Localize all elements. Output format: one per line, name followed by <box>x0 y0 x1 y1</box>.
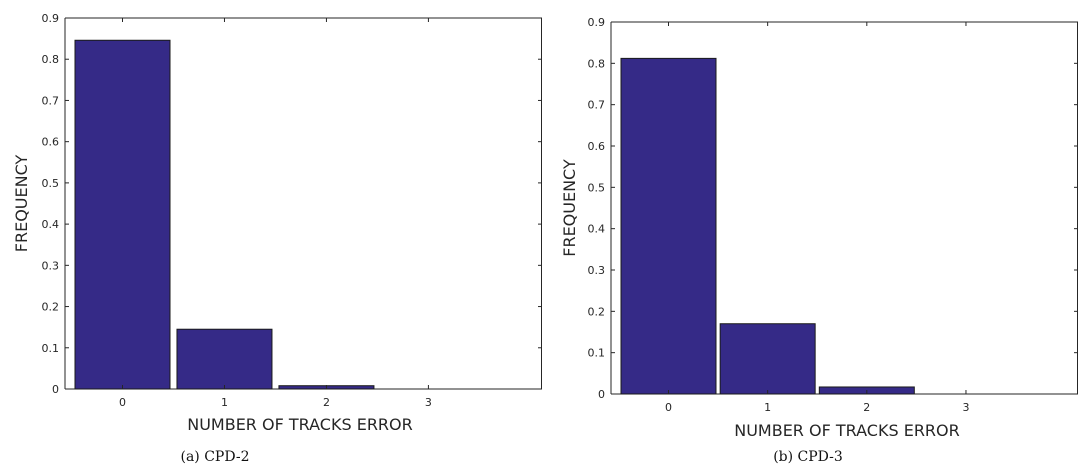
y-tick-label: 0.5 <box>588 181 606 194</box>
subfigure-caption: (a) CPD-2 <box>181 449 250 465</box>
x-tick-label: 1 <box>764 401 771 414</box>
y-tick-label: 0.3 <box>588 264 606 277</box>
y-tick-label: 0.4 <box>588 223 606 236</box>
y-tick-label: 0 <box>52 383 59 396</box>
y-tick-label: 0.2 <box>42 301 60 314</box>
y-tick-label: 0.9 <box>588 16 606 29</box>
y-axis-title: FREQUENCY <box>560 159 579 257</box>
y-tick-label: 0.5 <box>42 177 60 190</box>
x-tick-label: 3 <box>962 401 969 414</box>
y-tick-label: 0.8 <box>42 53 60 66</box>
x-tick-label: 0 <box>119 396 126 409</box>
y-tick-label: 0.7 <box>42 94 60 107</box>
bar-category-1 <box>719 323 816 395</box>
y-tick-label: 0.1 <box>42 342 60 355</box>
y-tick-label: 0.6 <box>588 140 606 153</box>
y-tick-label: 0.3 <box>42 259 60 272</box>
x-tick-label: 2 <box>863 401 870 414</box>
y-tick-label: 0.7 <box>588 99 606 112</box>
y-tick-label: 0.8 <box>588 57 606 70</box>
y-tick-label: 0 <box>598 388 605 401</box>
subfigure-caption: (b) CPD-3 <box>773 449 843 465</box>
x-tick-label: 2 <box>323 396 330 409</box>
chart-panel-a: 0 0.1 0.2 0.3 0.4 0.5 0.6 0.7 0.8 0.9 0 1 2 3 NUMBER O… <box>12 12 542 465</box>
y-axis-title: FREQUENCY <box>12 155 31 253</box>
bar-category-0 <box>74 39 171 390</box>
x-tick-label: 3 <box>425 396 432 409</box>
y-tick-label: 0.6 <box>42 136 60 149</box>
y-tick-label: 0.4 <box>42 218 60 231</box>
y-tick-label: 0.1 <box>588 347 606 360</box>
x-tick-label: 0 <box>665 401 672 414</box>
x-axis-title: NUMBER OF TRACKS ERROR <box>734 421 960 440</box>
y-tick-label: 0.9 <box>42 12 60 25</box>
x-tick-label: 1 <box>221 396 228 409</box>
bar-category-1 <box>176 328 273 390</box>
y-tick-label: 0.2 <box>588 305 606 318</box>
bar-category-0 <box>620 57 717 395</box>
x-axis-title: NUMBER OF TRACKS ERROR <box>187 415 413 434</box>
